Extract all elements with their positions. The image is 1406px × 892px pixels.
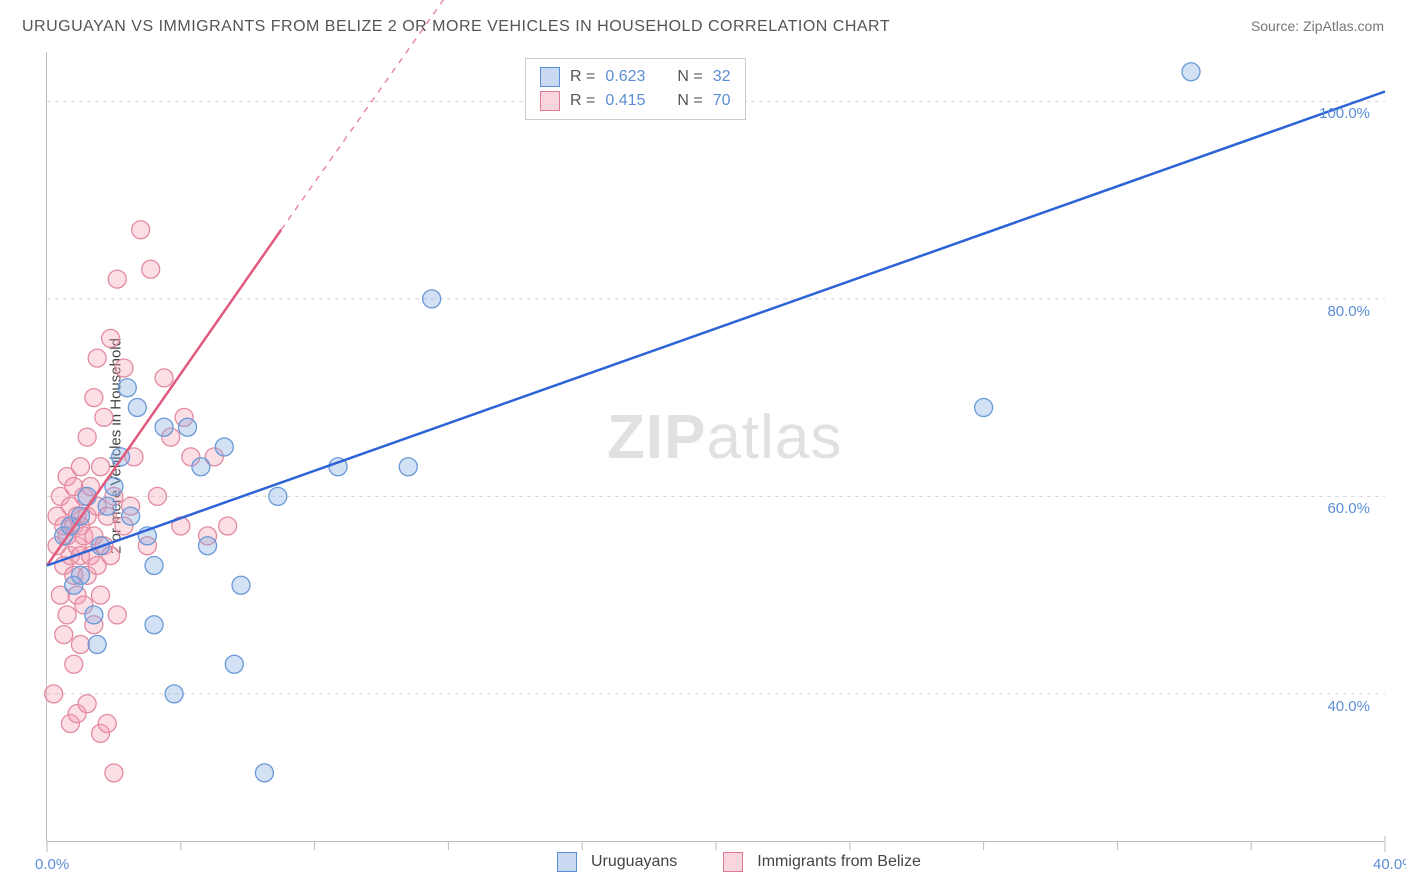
legend-label-pink: Immigrants from Belize <box>757 853 921 871</box>
n-value-pink: 70 <box>713 89 731 113</box>
swatch-pink-icon <box>540 91 560 111</box>
chart-title: URUGUAYAN VS IMMIGRANTS FROM BELIZE 2 OR… <box>22 18 890 36</box>
r-label: R = <box>570 65 595 89</box>
stats-row-blue: R = 0.623 N = 32 <box>540 65 731 89</box>
source-label: Source: ZipAtlas.com <box>1251 18 1384 34</box>
r-value-blue: 0.623 <box>605 65 645 89</box>
chart-svg <box>47 52 1384 841</box>
legend-swatch-pink-icon <box>723 852 743 872</box>
x-tick-label: 40.0% <box>1373 856 1406 873</box>
legend-swatch-blue-icon <box>557 852 577 872</box>
stats-row-pink: R = 0.415 N = 70 <box>540 89 731 113</box>
r-label-2: R = <box>570 89 595 113</box>
n-label-2: N = <box>677 89 702 113</box>
x-tick-label: 0.0% <box>35 856 69 873</box>
plot-area: ZIPatlas R = 0.623 N = 32 R = 0.415 N = … <box>46 52 1384 842</box>
n-value-blue: 32 <box>713 65 731 89</box>
swatch-blue-icon <box>540 67 560 87</box>
r-value-pink: 0.415 <box>605 89 645 113</box>
y-tick-label: 60.0% <box>1327 500 1370 517</box>
y-tick-label: 40.0% <box>1327 698 1370 715</box>
y-tick-label: 80.0% <box>1327 303 1370 320</box>
y-tick-label: 100.0% <box>1319 105 1370 122</box>
n-label: N = <box>677 65 702 89</box>
stats-legend-box: R = 0.623 N = 32 R = 0.415 N = 70 <box>525 58 746 120</box>
legend-bottom: Uruguayans Immigrants from Belize <box>557 852 921 872</box>
title-bar: URUGUAYAN VS IMMIGRANTS FROM BELIZE 2 OR… <box>22 18 1384 36</box>
legend-label-blue: Uruguayans <box>591 853 677 871</box>
